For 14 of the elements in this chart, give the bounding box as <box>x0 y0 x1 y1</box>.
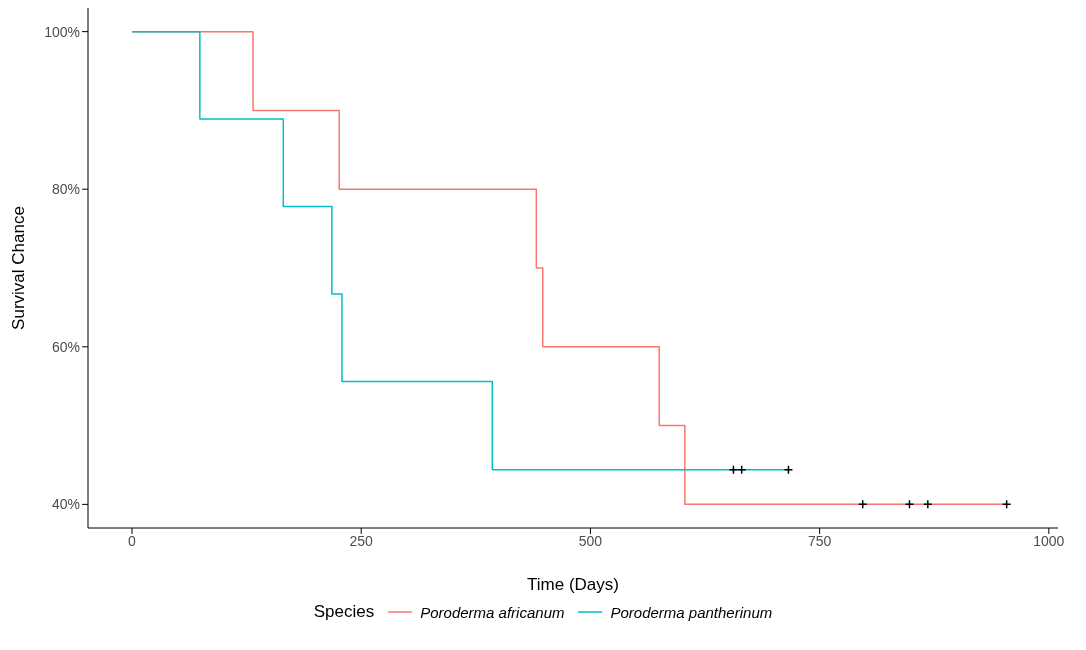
legend-title: Species <box>313 602 375 622</box>
y-tick-label: 80% <box>51 181 80 198</box>
x-axis-title: Time (Days) <box>527 575 619 594</box>
y-tick-label: 40% <box>51 496 80 513</box>
x-tick-label: 750 <box>807 532 832 549</box>
y-tick-label: 100% <box>44 23 80 40</box>
x-tick-label: 500 <box>578 532 603 549</box>
x-tick-label: 0 <box>128 532 137 549</box>
x-tick-label: 250 <box>349 532 374 549</box>
legend-label: Poroderma pantherinum <box>610 603 773 621</box>
y-tick-label: 60% <box>51 338 80 355</box>
y-axis-title: Survival Chance <box>9 206 29 330</box>
legend-label: Poroderma africanum <box>420 603 565 621</box>
x-tick-label: 1000 <box>1033 532 1065 549</box>
